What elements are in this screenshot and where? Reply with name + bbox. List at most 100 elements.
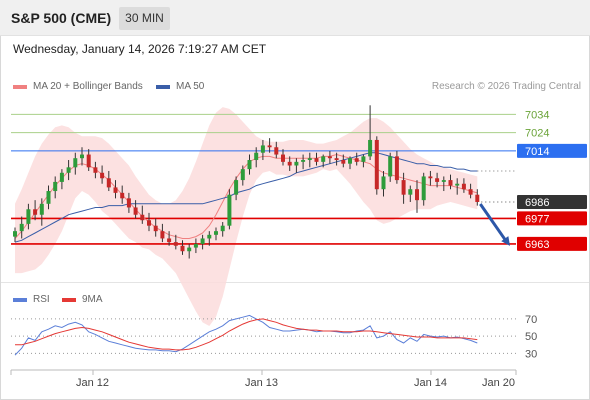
credit-text: Research © 2026 Trading Central <box>431 81 581 92</box>
candle-body <box>441 180 446 182</box>
candle-body <box>187 247 192 252</box>
candle-body <box>287 161 292 166</box>
candle-body <box>173 242 178 246</box>
level-tag-6977 <box>517 211 587 226</box>
rsi-tick-70: 70 <box>525 314 537 326</box>
candle-body <box>100 172 105 179</box>
candle-body <box>46 191 51 204</box>
candle-body <box>147 220 151 226</box>
candle-body <box>19 223 24 232</box>
ma50-swatch <box>156 84 170 89</box>
candle-body <box>448 180 453 186</box>
legend-ma20: MA 20 + Bollinger Bands <box>13 81 143 92</box>
legend-ma50: MA 50 <box>156 81 204 92</box>
legend-rsi: RSI <box>13 294 50 305</box>
x-label-jan13: Jan 13 <box>245 377 279 389</box>
level-tag-6963 <box>517 236 587 251</box>
candle-body <box>301 160 306 162</box>
candle-body <box>314 158 319 162</box>
legend-ma50-label: MA 50 <box>176 81 205 92</box>
rsi-tick-50: 50 <box>525 331 537 343</box>
panel-divider <box>1 282 589 283</box>
rsi-series-9MA <box>15 318 478 351</box>
candle-body <box>435 178 440 182</box>
level-label-7034: 7034 <box>525 109 549 121</box>
candle-body <box>126 198 131 208</box>
candle-body <box>361 156 366 162</box>
candle-body <box>327 156 332 159</box>
interval-button[interactable]: 30 MIN <box>119 7 170 30</box>
candle-body <box>106 178 111 188</box>
candle-body <box>180 245 185 252</box>
forecast-arrowhead <box>501 236 510 246</box>
legend-rsi-ma-label: 9MA <box>82 294 103 305</box>
candle-body <box>428 176 433 179</box>
candle-body <box>401 180 406 195</box>
candle-body <box>307 158 312 161</box>
level-label-7024: 7024 <box>525 128 549 140</box>
level-tag-text-6977: 6977 <box>525 213 549 225</box>
rsi-ma-swatch <box>62 297 76 302</box>
candle-body <box>200 238 205 244</box>
level-tag-text-7014: 7014 <box>525 146 549 158</box>
ma20-swatch <box>13 84 27 89</box>
candle-body <box>455 183 460 186</box>
candle-body <box>321 156 326 162</box>
timestamp: Wednesday, January 14, 2026 7:19:27 AM C… <box>13 42 267 56</box>
candle-body <box>260 145 265 153</box>
x-label-jan20: Jan 20 <box>482 377 516 389</box>
candle-body <box>133 207 138 215</box>
candle-body <box>267 145 272 148</box>
candle-body <box>113 187 118 193</box>
candle-body <box>240 169 245 181</box>
candle-body <box>374 139 379 190</box>
candle-body <box>120 192 125 199</box>
candle-body <box>140 214 145 221</box>
candle-body <box>73 158 78 168</box>
candle-body <box>234 180 239 195</box>
candle-body <box>220 225 225 232</box>
candle-body <box>348 158 352 164</box>
candle-body <box>415 189 419 201</box>
candle-body <box>341 160 346 164</box>
candle-body <box>13 231 17 237</box>
candle-body <box>468 189 473 195</box>
level-tag-text-6963: 6963 <box>525 239 549 251</box>
forecast-arrow <box>479 203 508 242</box>
candle-body <box>66 167 71 173</box>
ma50-line <box>14 152 478 243</box>
instrument-title: S&P 500 (CME) <box>11 10 112 26</box>
candle-body <box>334 158 339 161</box>
candle-body <box>254 152 259 161</box>
candle-body <box>167 238 172 243</box>
candle-body <box>368 139 373 157</box>
bollinger-band <box>15 107 478 326</box>
rsi-tick-30: 30 <box>525 348 537 360</box>
candle-body <box>274 147 279 155</box>
candle-body <box>388 156 393 177</box>
x-label-jan14: Jan 14 <box>414 377 448 389</box>
level-tag-7014 <box>517 143 587 158</box>
candle-body <box>93 167 98 173</box>
candle-body <box>39 203 44 215</box>
candle-body <box>294 161 299 166</box>
candle-body <box>207 234 212 239</box>
candle-body <box>153 225 158 232</box>
candle-body <box>381 176 386 190</box>
candle-body <box>80 154 84 159</box>
candle-body <box>193 243 198 248</box>
rsi-swatch <box>13 297 27 302</box>
level-tag-text-6986: 6986 <box>525 197 549 209</box>
header-bar: S&P 500 (CME) 30 MIN <box>0 0 590 36</box>
level-tag-6986 <box>517 194 587 209</box>
candle-body <box>281 154 285 162</box>
candle-body <box>461 183 466 190</box>
candle-body <box>475 194 480 202</box>
candle-body <box>247 160 252 170</box>
candle-body <box>53 181 58 192</box>
rsi-series-RSI <box>14 314 478 356</box>
legend-rsi-label: RSI <box>33 294 50 305</box>
candle-body <box>214 231 218 235</box>
candle-body <box>59 172 64 182</box>
